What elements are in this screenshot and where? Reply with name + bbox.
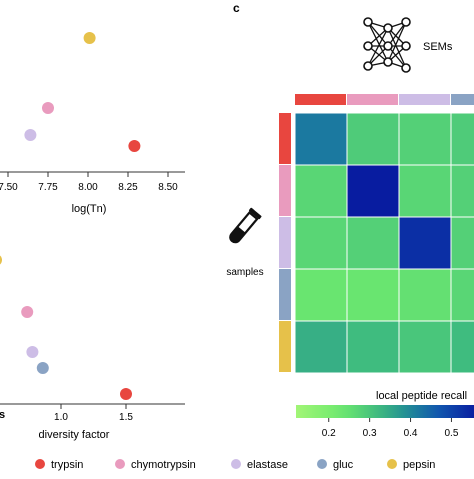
column-color-elastase (399, 94, 450, 105)
data-point-elastase (24, 129, 37, 141)
legend-marker-pepsin (387, 459, 397, 469)
heatmap-cell (398, 164, 452, 218)
data-point-chymotrypsin (21, 306, 34, 318)
column-color-gluc (451, 94, 474, 105)
colorbar (296, 405, 474, 418)
data-point-trypsin (128, 140, 141, 152)
x-tick-label: 1.5 (119, 412, 133, 423)
legend-marker-elastase (231, 459, 241, 469)
heatmap-cell (346, 268, 400, 322)
nn-node (401, 63, 411, 73)
legend-marker-chymotrypsin (115, 459, 125, 469)
heatmap-cell (294, 268, 348, 322)
data-point-pepsin (0, 255, 2, 265)
row-color-bar (279, 113, 291, 372)
nn-node (401, 41, 411, 51)
heatmap-cell (346, 112, 400, 166)
colorbar-label: local peptide recall (376, 390, 467, 402)
heatmap-cell (450, 164, 474, 218)
panel-label-c: c (233, 1, 240, 15)
heatmap-cell (294, 164, 348, 218)
nn-node (383, 41, 393, 51)
nn-edge (367, 21, 389, 47)
colorbar-tick-label: 0.5 (445, 428, 459, 439)
scatter-diversity-factor: s 1.0 1.5 diversity factor (0, 255, 185, 441)
legend-label: trypsin (51, 459, 83, 471)
x-tick-label: 1.0 (54, 412, 68, 423)
data-point-trypsin (120, 388, 132, 400)
row-color-elastase (279, 217, 291, 268)
row-color-chymotrypsin (279, 165, 291, 216)
heatmap-cell (346, 164, 400, 218)
row-color-trypsin (279, 113, 291, 164)
row-color-pepsin (279, 321, 291, 372)
nn-edge (387, 21, 407, 63)
legend-marker-trypsin (35, 459, 45, 469)
heatmap-cell (398, 216, 452, 270)
nn-node (363, 41, 373, 51)
x-tick-label: 8.25 (118, 182, 138, 193)
sems-label: SEMs (423, 41, 453, 53)
heatmap-cell (450, 112, 474, 166)
colorbar-ticks: 0.2 0.3 0.4 0.5 (322, 418, 459, 439)
heatmap-cell (346, 320, 400, 374)
nn-node (363, 61, 373, 71)
x-axis-label: diversity factor (39, 429, 110, 441)
legend-label: elastase (247, 459, 288, 471)
x-tick-label: 8.00 (78, 182, 98, 193)
x-tick-label: 7.75 (38, 182, 58, 193)
data-point-gluc (36, 362, 49, 374)
panel-label-b-fragment: s (0, 409, 5, 421)
nn-node (363, 17, 373, 27)
row-color-gluc (279, 269, 291, 320)
heatmap-cells (294, 112, 474, 374)
scatter-log-tn: 7.50 7.75 8.00 8.25 8.50 log(Tn) (0, 32, 185, 215)
x-axis-ticks: 1.0 1.5 (54, 404, 133, 423)
legend-marker-gluc (317, 459, 327, 469)
column-color-trypsin (295, 94, 346, 105)
heatmap-cell (398, 320, 452, 374)
nn-edge (387, 21, 407, 47)
colorbar-tick-label: 0.2 (322, 428, 336, 439)
nn-node (383, 57, 393, 67)
data-point-chymotrypsin (42, 102, 54, 114)
legend-label: chymotrypsin (131, 459, 196, 471)
x-tick-label: 7.50 (0, 182, 18, 193)
heatmap-cell (398, 112, 452, 166)
heatmap-cell (346, 216, 400, 270)
colorbar-tick-label: 0.4 (404, 428, 418, 439)
data-points (0, 255, 132, 400)
nn-edge (367, 27, 389, 67)
legend: trypsin chymotrypsin elastase gluc pepsin (35, 459, 435, 471)
colorbar-tick-label: 0.3 (363, 428, 377, 439)
samples-label: samples (226, 267, 263, 278)
legend-label: pepsin (403, 459, 435, 471)
x-tick-label: 8.50 (158, 182, 178, 193)
nn-node (383, 23, 393, 33)
data-point-elastase (26, 346, 39, 358)
heatmap-cell (294, 216, 348, 270)
nn-node (401, 17, 411, 27)
column-color-chymotrypsin (347, 94, 398, 105)
nn-edge (387, 27, 407, 69)
neural-network-icon (363, 17, 411, 73)
heatmap-cell (450, 216, 474, 270)
heatmap-cell (450, 268, 474, 322)
heatmap-cell (398, 268, 452, 322)
data-points (24, 32, 141, 152)
x-axis-label: log(Tn) (72, 203, 107, 215)
test-tube-icon (229, 207, 262, 244)
heatmap-cell (450, 320, 474, 374)
column-color-bar (295, 94, 474, 105)
heatmap-cell (294, 320, 348, 374)
legend-label: gluc (333, 459, 354, 471)
x-axis-ticks: 7.50 7.75 8.00 8.25 8.50 (0, 172, 178, 193)
nn-edge (367, 21, 389, 63)
heatmap-cell (294, 112, 348, 166)
data-point-pepsin (83, 32, 96, 44)
